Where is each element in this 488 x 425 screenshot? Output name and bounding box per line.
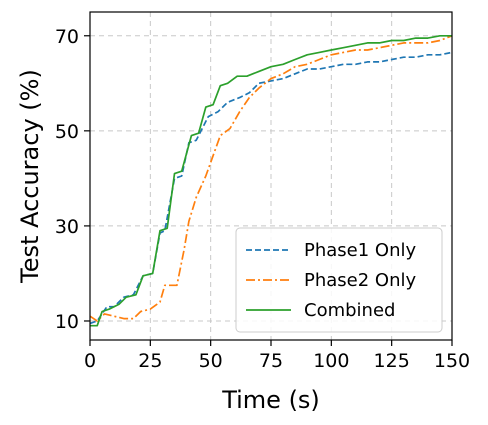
x-axis-ticks: 0 25 50 75 100 125 150 [84, 340, 470, 372]
y-axis-ticks: 10 30 50 70 [55, 26, 90, 333]
legend-label-3: Combined [304, 300, 395, 321]
y-axis-label: Test Accuracy (%) [16, 69, 44, 284]
series-layer [89, 34, 453, 327]
x-tick-label: 25 [138, 350, 162, 372]
y-tick-label: 30 [55, 216, 79, 238]
x-tick-label: 75 [259, 350, 283, 372]
x-axis-label: Time (s) [221, 386, 320, 414]
legend-box [235, 227, 443, 333]
y-tick-label: 10 [55, 311, 79, 333]
y-tick-label: 50 [55, 121, 79, 143]
series-line-2 [89, 35, 453, 322]
y-tick-label: 70 [55, 26, 79, 48]
x-tick-label: 50 [199, 350, 223, 372]
series-line-3 [90, 34, 452, 327]
x-tick-label: 0 [84, 350, 96, 372]
x-tick-label: 100 [313, 350, 349, 372]
legend-label-1: Phase1 Only [304, 240, 416, 261]
x-tick-label: 150 [434, 350, 470, 372]
x-tick-label: 125 [374, 350, 410, 372]
legend: Phase1 Only Phase2 Only Combined [235, 227, 443, 333]
legend-label-2: Phase2 Only [304, 270, 416, 291]
